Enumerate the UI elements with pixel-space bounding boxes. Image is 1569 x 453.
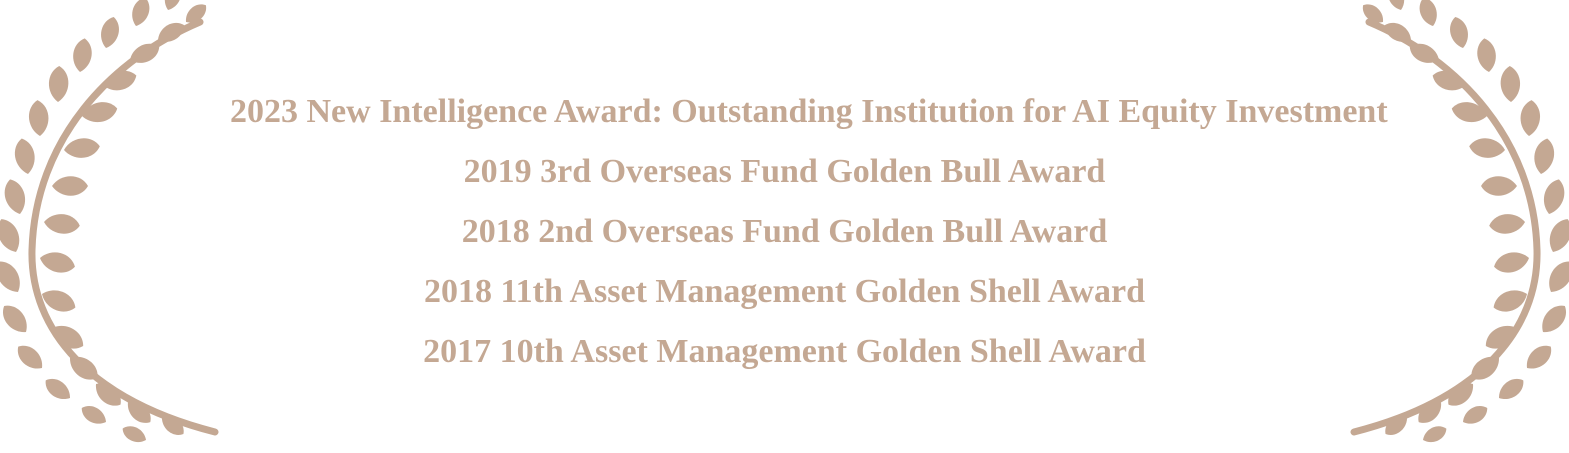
laurel-leaf (52, 176, 88, 196)
laurel-leaf (1542, 305, 1566, 333)
laurel-leaf (1469, 138, 1505, 158)
laurel-leaf (130, 43, 160, 63)
laurel-leaf (1493, 290, 1527, 312)
laurel-leaf (0, 261, 20, 292)
laurel-leaf (104, 70, 137, 91)
laurel-leaf (1481, 176, 1517, 196)
laurel-leaf (1526, 345, 1552, 369)
laurel-leaf (1451, 102, 1487, 123)
laurel-leaf (1423, 426, 1447, 443)
laurel-leaf (0, 219, 20, 252)
laurel-leaf (1409, 43, 1439, 63)
award-item: 2018 11th Asset Management Golden Shell … (424, 273, 1145, 310)
laurel-leaf (4, 179, 26, 214)
laurel-leaf (1520, 100, 1540, 136)
laurel-leaf (1432, 70, 1465, 91)
laurel-branch-icon (1350, 0, 1569, 443)
laurel-leaf (44, 214, 80, 234)
laurel-leaf (52, 325, 84, 349)
laurel-leaf (1419, 0, 1437, 26)
laurel-leaf (1450, 16, 1468, 48)
laurel-leaf (82, 102, 118, 123)
laurel-leaf (122, 426, 146, 443)
laurel-leaf (1489, 214, 1525, 234)
laurel-leaf (69, 356, 98, 380)
laurel-leaf (1463, 405, 1488, 424)
laurel-leaf (101, 16, 119, 48)
laurel-leaf (48, 66, 69, 102)
award-item: 2019 3rd Overseas Fund Golden Bull Award (463, 153, 1106, 190)
award-item: 2023 New Intelligence Award: Outstanding… (230, 93, 1388, 130)
laurel-leaf (127, 401, 151, 423)
laurel-leaf (45, 379, 71, 399)
laurel-leaf (164, 0, 181, 10)
laurel-leaf (1494, 252, 1529, 273)
laurel-leaf (1549, 261, 1569, 292)
laurel-leaf (1477, 38, 1496, 72)
laurel-leaf (95, 383, 121, 406)
award-item: 2017 10th Asset Management Golden Shell … (423, 333, 1146, 370)
laurel-leaf (40, 252, 75, 273)
laurel-branch-icon (0, 0, 219, 443)
laurel-leaf (14, 138, 35, 174)
laurel-leaf (1418, 401, 1442, 423)
laurel-leaf (161, 415, 184, 435)
laurel-leaf (1543, 179, 1565, 214)
laurel-leaf (3, 305, 27, 333)
laurel-leaf (42, 290, 76, 312)
laurel-leaf (73, 38, 92, 72)
laurel-leaf (29, 100, 49, 136)
laurel-leaf (1534, 138, 1555, 174)
laurel-leaf (1549, 219, 1569, 252)
laurel-leaf (64, 138, 100, 158)
awards-list: 2023 New Intelligence Award: Outstanding… (230, 82, 1388, 382)
laurel-leaf (185, 4, 207, 23)
laurel-leaf (132, 0, 150, 26)
award-item: 2018 2nd Overseas Fund Golden Bull Award (461, 213, 1108, 250)
laurel-leaf (1471, 356, 1500, 380)
laurel-leaf (17, 345, 43, 369)
laurel-leaf (1385, 22, 1411, 42)
laurel-leaf (1388, 0, 1405, 10)
laurel-leaf (1385, 415, 1408, 435)
laurel-leaf (1498, 379, 1524, 399)
laurel-leaf (1448, 383, 1474, 406)
laurel-leaf (1500, 66, 1521, 102)
laurel-leaf (1485, 325, 1517, 349)
laurel-leaf (1362, 4, 1384, 23)
laurel-leaf (158, 22, 184, 42)
laurel-leaf (81, 405, 106, 424)
